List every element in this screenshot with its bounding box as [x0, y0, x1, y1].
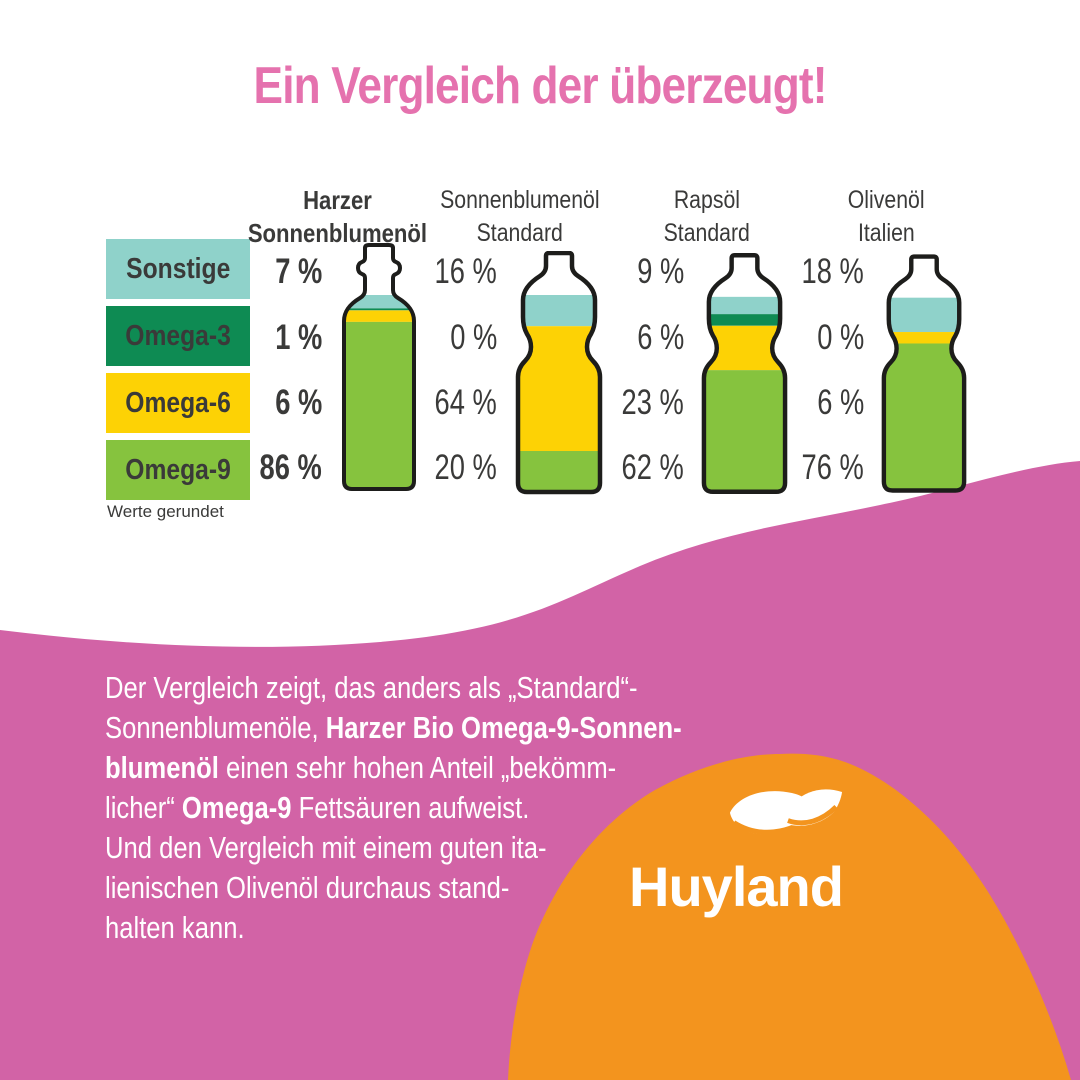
- legend-label: Omega-3: [125, 319, 231, 352]
- column-header-4: Olivenöl Italien: [736, 184, 1036, 250]
- leaf-fan-icon: [729, 789, 843, 835]
- legend-label: Omega-9: [125, 453, 231, 486]
- text: einen sehr hohen Anteil „bekömm-: [218, 751, 617, 785]
- emphasized-text: Harzer Bio Omega-9-Sonnen-: [325, 711, 682, 745]
- text: licher“: [105, 791, 182, 825]
- value-sonnenblumen-l-standard-row2: 0 %: [347, 316, 497, 360]
- column-header-line: Italien: [857, 219, 915, 247]
- column-header-line: Standard: [663, 219, 751, 247]
- legend-swatch-sonstige: Sonstige: [106, 239, 250, 299]
- value-oliven-l-italien-row2: 0 %: [714, 316, 864, 360]
- percent-value: 18 %: [801, 252, 864, 291]
- percent-value: 0 %: [816, 318, 864, 357]
- column-header-1: Harzer Sonnenblumenöl: [187, 184, 487, 250]
- percent-value: 16 %: [434, 252, 497, 291]
- text: Fettsäuren aufweist.: [291, 791, 530, 825]
- legend-swatch-omega-9: Omega-9: [106, 440, 250, 500]
- value-harzer-sonnenblumen-l-row4: 86 %: [172, 446, 322, 490]
- percent-value: 6 %: [816, 383, 864, 422]
- column-header-line: Harzer: [302, 185, 372, 215]
- percent-value: 62 %: [621, 448, 684, 487]
- column-header-line: Rapsöl: [673, 186, 741, 214]
- percent-value: 20 %: [434, 448, 497, 487]
- page-title-text: Ein Vergleich der überzeugt!: [253, 57, 827, 115]
- percent-value: 1 %: [274, 318, 322, 357]
- percent-value: 9 %: [636, 252, 684, 291]
- values-rounded-note: Werte gerundet: [107, 502, 224, 521]
- percent-value: 7 %: [274, 252, 322, 291]
- comparison-text-line-6: lienischen Olivenöl durchaus stand-: [105, 868, 792, 908]
- value-harzer-sonnenblumen-l-row1: 7 %: [172, 250, 322, 294]
- column-header-line: Olivenöl: [847, 186, 925, 214]
- percent-value: 0 %: [449, 318, 497, 357]
- comparison-text-line-5: Und den Vergleich mit einem guten ita-: [105, 828, 792, 868]
- legend-swatch-omega-6: Omega-6: [106, 373, 250, 433]
- column-header-line: Sonnenblumenöl: [247, 218, 427, 248]
- comparison-text-line-1: Der Vergleich zeigt, das anders als „Sta…: [105, 668, 792, 708]
- value-raps-l-standard-row1: 9 %: [534, 250, 684, 294]
- value-oliven-l-italien-row3: 6 %: [714, 381, 864, 425]
- comparison-text-line-2: Sonnenblumenöle, Harzer Bio Omega-9-Sonn…: [105, 708, 792, 748]
- value-harzer-sonnenblumen-l-row3: 6 %: [172, 381, 322, 425]
- value-sonnenblumen-l-standard-row3: 64 %: [347, 381, 497, 425]
- comparison-text-line-3: blumenöl einen sehr hohen Anteil „bekömm…: [105, 748, 792, 788]
- value-sonnenblumen-l-standard-row1: 16 %: [347, 250, 497, 294]
- value-raps-l-standard-row4: 62 %: [534, 446, 684, 490]
- value-sonnenblumen-l-standard-row4: 20 %: [347, 446, 497, 490]
- bottle-harzer-sonnenblumen-l: [340, 242, 418, 494]
- percent-value: 64 %: [434, 383, 497, 422]
- column-header-2: Sonnenblumenöl Standard: [370, 184, 670, 250]
- plastic-bottle-graphic: [701, 253, 788, 494]
- value-oliven-l-italien-row1: 18 %: [714, 250, 864, 294]
- legend-swatch-omega-3: Omega-3: [106, 306, 250, 366]
- comparison-text-line-7: halten kann.: [105, 908, 792, 948]
- bottle-sonnenblumen-l-standard: [512, 250, 606, 497]
- comparison-text: Der Vergleich zeigt, das anders als „Sta…: [105, 668, 792, 948]
- plastic-bottle-graphic: [515, 250, 603, 495]
- text: halten kann.: [105, 911, 245, 945]
- comparison-text-line-4: licher“ Omega-9 Fettsäuren aufweist.: [105, 788, 792, 828]
- text: lienischen Olivenöl durchaus stand-: [105, 871, 510, 905]
- emphasized-text: blumenöl: [105, 751, 219, 785]
- percent-value: 6 %: [274, 383, 322, 422]
- plastic-bottle-graphic: [881, 254, 967, 493]
- percent-value: 6 %: [636, 318, 684, 357]
- percent-value: 76 %: [801, 448, 864, 487]
- value-harzer-sonnenblumen-l-row2: 1 %: [172, 316, 322, 360]
- text: Sonnenblumenöle,: [105, 711, 326, 745]
- legend-label: Sonstige: [125, 252, 231, 285]
- emphasized-text: Omega-9: [181, 791, 292, 825]
- brand-name: Huyland: [629, 855, 844, 918]
- orange-blob-shape: [508, 753, 1071, 1080]
- legend-label: Omega-6: [125, 386, 231, 419]
- glass-bottle-graphic: [342, 243, 416, 491]
- column-header-line: Sonnenblumenöl: [440, 186, 600, 214]
- text: Und den Vergleich mit einem guten ita-: [105, 831, 547, 865]
- value-raps-l-standard-row3: 23 %: [534, 381, 684, 425]
- percent-value: 23 %: [621, 383, 684, 422]
- value-oliven-l-italien-row4: 76 %: [714, 446, 864, 490]
- column-header-line: Standard: [476, 219, 564, 247]
- text: Der Vergleich zeigt, das anders als „Sta…: [105, 671, 638, 705]
- value-raps-l-standard-row2: 6 %: [534, 316, 684, 360]
- bottle-raps-l-standard: [698, 252, 791, 498]
- column-header-3: Rapsöl Standard: [557, 184, 857, 250]
- bottle-oliven-l-italien: [878, 252, 970, 498]
- page-title: Ein Vergleich der überzeugt!: [0, 56, 1080, 116]
- percent-value: 86 %: [259, 448, 322, 487]
